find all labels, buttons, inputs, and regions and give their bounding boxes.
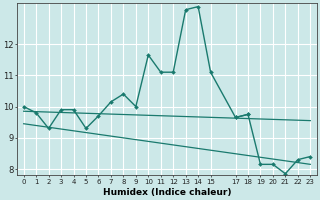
X-axis label: Humidex (Indice chaleur): Humidex (Indice chaleur) xyxy=(103,188,231,197)
